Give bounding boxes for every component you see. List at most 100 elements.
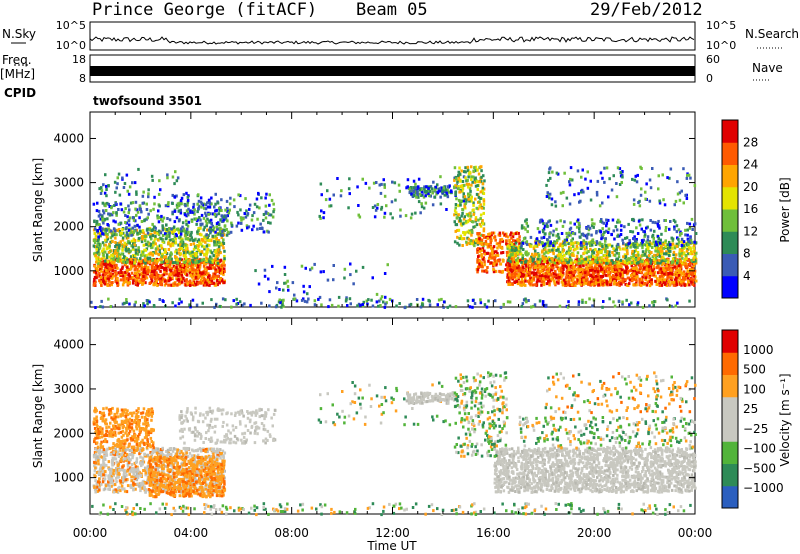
scatter-cell bbox=[206, 228, 209, 232]
scatter-cell bbox=[148, 260, 152, 264]
scatter-cell bbox=[663, 278, 666, 282]
scatter-cell bbox=[101, 227, 104, 231]
scatter-cell bbox=[193, 252, 196, 256]
scatter-cell bbox=[110, 229, 113, 233]
scatter-cell bbox=[649, 272, 652, 275]
scatter-cell bbox=[414, 186, 417, 190]
scatter-cell bbox=[194, 282, 198, 286]
scatter-cell bbox=[150, 174, 154, 178]
scatter-cell bbox=[248, 207, 251, 211]
scatter-cell bbox=[135, 228, 139, 232]
scatter-cell bbox=[439, 195, 442, 199]
scatter-cell bbox=[632, 283, 635, 287]
scatter-cell bbox=[210, 277, 213, 281]
scatter-cell bbox=[645, 267, 649, 271]
scatter-cell bbox=[626, 252, 629, 256]
scatter-cell bbox=[598, 250, 601, 254]
scatter-cell bbox=[667, 279, 671, 283]
scatter-cell bbox=[573, 270, 577, 274]
scatter-cell bbox=[268, 290, 271, 294]
scatter-cell bbox=[110, 257, 113, 261]
scatter-cell bbox=[243, 212, 246, 215]
scatter-cell bbox=[95, 276, 98, 280]
scatter-cell bbox=[383, 194, 387, 198]
scatter-cell bbox=[514, 232, 518, 236]
scatter-cell bbox=[101, 217, 104, 221]
scatter-cell bbox=[154, 247, 158, 251]
scatter-cell bbox=[170, 283, 174, 287]
scatter-cell bbox=[168, 261, 172, 265]
scatter-cell bbox=[515, 272, 518, 276]
scatter-cell bbox=[678, 276, 681, 280]
scatter-cell bbox=[658, 254, 661, 258]
scatter-cell bbox=[181, 240, 185, 244]
scatter-cell bbox=[464, 202, 467, 206]
scatter-cell bbox=[375, 181, 378, 184]
scatter-cell bbox=[146, 240, 150, 244]
scatter-cell bbox=[552, 266, 555, 270]
scatter-cell bbox=[169, 244, 172, 248]
scatter-cell bbox=[674, 270, 677, 274]
scatter-cell bbox=[406, 178, 410, 182]
scatter-cell bbox=[472, 212, 475, 216]
scatter-cell bbox=[589, 268, 592, 272]
scatter-cell bbox=[472, 169, 475, 173]
scatter-cell bbox=[410, 192, 413, 196]
scatter-cell bbox=[584, 260, 588, 264]
scatter-cell bbox=[530, 244, 533, 248]
scatter-cell bbox=[690, 277, 693, 281]
scatter-cell bbox=[117, 246, 121, 250]
scatter-cell bbox=[130, 244, 133, 248]
scatter-cell bbox=[417, 185, 420, 189]
scatter-cell bbox=[453, 220, 456, 224]
scatter-cell bbox=[347, 187, 351, 191]
scatter-cell bbox=[108, 230, 111, 234]
scatter-cell bbox=[210, 239, 213, 243]
scatter-cell bbox=[293, 293, 296, 297]
scatter-cell bbox=[509, 260, 512, 264]
scatter-cell bbox=[116, 176, 119, 180]
scatter-cell bbox=[151, 253, 154, 257]
scatter-cell bbox=[572, 265, 575, 269]
scatter-cell bbox=[638, 277, 641, 281]
scatter-cell bbox=[100, 189, 104, 193]
scatter-cell bbox=[406, 185, 409, 189]
scatter-cell bbox=[208, 280, 212, 284]
scatter-cell bbox=[219, 226, 222, 230]
scatter-cell bbox=[187, 220, 191, 224]
scatter-cell bbox=[454, 206, 457, 210]
scatter-cell bbox=[97, 235, 100, 239]
scatter-cell bbox=[477, 172, 481, 176]
scatter-cell bbox=[150, 266, 154, 270]
scatter-cell bbox=[613, 279, 616, 283]
scatter-cell bbox=[98, 245, 102, 249]
scatter-cell bbox=[415, 195, 418, 199]
scatter-cell bbox=[180, 258, 184, 262]
scatter-cell bbox=[318, 214, 321, 218]
scatter-cell bbox=[152, 243, 155, 247]
scatter-cell bbox=[117, 172, 121, 176]
scatter-cell bbox=[189, 279, 192, 283]
scatter-cell bbox=[108, 246, 111, 250]
scatter-cell bbox=[476, 168, 479, 172]
scatter-cell bbox=[486, 266, 489, 269]
scatter-cell bbox=[162, 216, 166, 220]
scatter-cell bbox=[113, 180, 117, 184]
scatter-cell bbox=[204, 278, 208, 282]
scatter-cell bbox=[470, 178, 473, 181]
scatter-cell bbox=[494, 238, 497, 242]
scatter-cell bbox=[163, 279, 167, 283]
scatter-cell bbox=[160, 254, 164, 258]
scatter-cell bbox=[467, 175, 470, 179]
scatter-cell bbox=[220, 198, 223, 202]
scatter-cell bbox=[272, 210, 275, 214]
scatter-cell bbox=[106, 223, 109, 226]
scatter-cell bbox=[505, 250, 509, 254]
scatter-cell bbox=[129, 264, 133, 268]
scatter-cell bbox=[154, 249, 158, 253]
scatter-cell bbox=[116, 251, 119, 255]
scatter-cell bbox=[632, 277, 636, 281]
scatter-cell bbox=[133, 239, 137, 242]
scatter-cell bbox=[278, 288, 281, 291]
scatter-cell bbox=[460, 169, 463, 173]
